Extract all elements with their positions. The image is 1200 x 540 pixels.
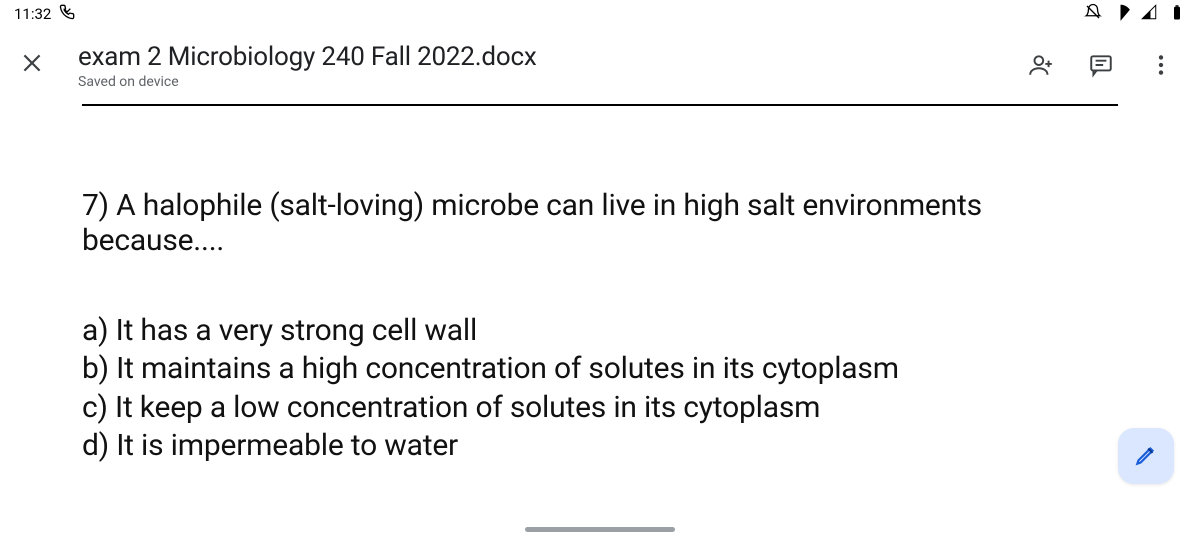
app-bar: exam 2 Microbiology 240 Fall 2022.docx S… — [0, 28, 1200, 104]
document-content[interactable]: 7) A halophile (salt-loving) microbe can… — [0, 104, 1200, 466]
battery-icon — [1168, 3, 1186, 25]
edit-icon — [1133, 442, 1159, 471]
comment-icon — [1088, 52, 1114, 81]
close-icon — [19, 50, 45, 83]
status-time: 11:32 — [14, 5, 51, 23]
page-divider — [82, 104, 1118, 106]
option-b: b) It maintains a high concentration of … — [82, 350, 1118, 388]
status-bar: 11:32 — [0, 0, 1200, 28]
wifi-icon — [1112, 3, 1130, 25]
share-button[interactable] — [1026, 51, 1056, 81]
status-right — [1084, 3, 1186, 25]
more-button[interactable] — [1146, 51, 1176, 81]
person-add-icon — [1028, 52, 1054, 81]
option-d: d) It is impermeable to water — [82, 427, 1118, 465]
title-block: exam 2 Microbiology 240 Fall 2022.docx S… — [78, 42, 1002, 90]
document-title: exam 2 Microbiology 240 Fall 2022.docx — [78, 42, 1002, 72]
app-actions — [1026, 51, 1176, 81]
signal-icon — [1140, 3, 1158, 25]
dnd-icon — [1084, 3, 1102, 25]
more-vert-icon — [1148, 52, 1174, 81]
option-a: a) It has a very strong cell wall — [82, 312, 1118, 350]
options-list: a) It has a very strong cell wall b) It … — [82, 312, 1118, 466]
document-subtitle: Saved on device — [78, 74, 1002, 90]
scroll-indicator[interactable] — [525, 527, 675, 532]
status-left: 11:32 — [14, 4, 75, 24]
close-button[interactable] — [10, 44, 54, 88]
option-c: c) It keep a low concentration of solute… — [82, 389, 1118, 427]
phone-missed-icon — [59, 4, 75, 24]
question-text: 7) A halophile (salt-loving) microbe can… — [82, 188, 1118, 258]
edit-fab[interactable] — [1118, 428, 1174, 484]
comments-button[interactable] — [1086, 51, 1116, 81]
